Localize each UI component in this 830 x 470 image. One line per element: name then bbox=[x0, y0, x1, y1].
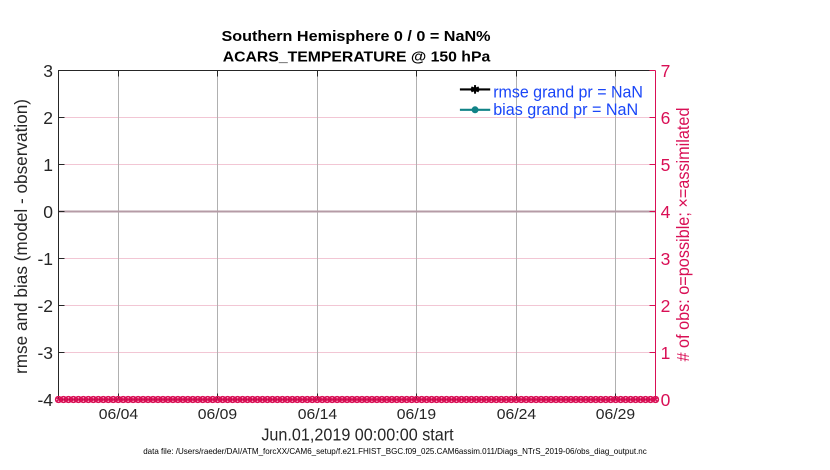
svg-text:Jun.01,2019 00:00:00 start: Jun.01,2019 00:00:00 start bbox=[261, 424, 453, 444]
svg-text:06/24: 06/24 bbox=[497, 406, 536, 423]
svg-text:06/14: 06/14 bbox=[298, 406, 337, 423]
svg-text:06/19: 06/19 bbox=[397, 406, 436, 423]
svg-text:3: 3 bbox=[661, 249, 671, 269]
svg-text:0: 0 bbox=[43, 202, 53, 222]
svg-text:0: 0 bbox=[661, 390, 671, 410]
svg-text:rmse and bias (model - observa: rmse and bias (model - observation) bbox=[11, 99, 31, 374]
svg-text:7: 7 bbox=[661, 61, 671, 81]
svg-text:-3: -3 bbox=[37, 343, 53, 363]
svg-text:Southern Hemisphere 0 / 0 = Na: Southern Hemisphere 0 / 0 = NaN% bbox=[222, 28, 492, 45]
svg-text:-4: -4 bbox=[37, 390, 53, 410]
svg-text:3: 3 bbox=[43, 61, 53, 81]
svg-text:-1: -1 bbox=[37, 249, 53, 269]
svg-text:1: 1 bbox=[43, 155, 53, 175]
svg-text:5: 5 bbox=[661, 155, 671, 175]
svg-text:ACARS_TEMPERATURE @ 150 hPa: ACARS_TEMPERATURE @ 150 hPa bbox=[223, 48, 491, 65]
svg-text:2: 2 bbox=[43, 108, 53, 128]
svg-text:# of obs: o=possible; ×=assimi: # of obs: o=possible; ×=assimilated bbox=[673, 108, 693, 362]
svg-text:06/04: 06/04 bbox=[99, 406, 138, 423]
svg-text:1: 1 bbox=[661, 343, 671, 363]
svg-text:4: 4 bbox=[661, 202, 671, 222]
svg-text:-2: -2 bbox=[37, 296, 53, 316]
svg-text:6: 6 bbox=[661, 108, 671, 128]
svg-text:data file: /Users/raeder/DAI/A: data file: /Users/raeder/DAI/ATM_forcXX/… bbox=[143, 446, 647, 456]
svg-text:2: 2 bbox=[661, 296, 671, 316]
svg-text:06/09: 06/09 bbox=[198, 406, 237, 423]
svg-text:rmse grand pr = NaN: rmse grand pr = NaN bbox=[493, 82, 643, 101]
svg-text:bias grand pr = NaN: bias grand pr = NaN bbox=[493, 100, 638, 119]
svg-text:06/29: 06/29 bbox=[596, 406, 635, 423]
